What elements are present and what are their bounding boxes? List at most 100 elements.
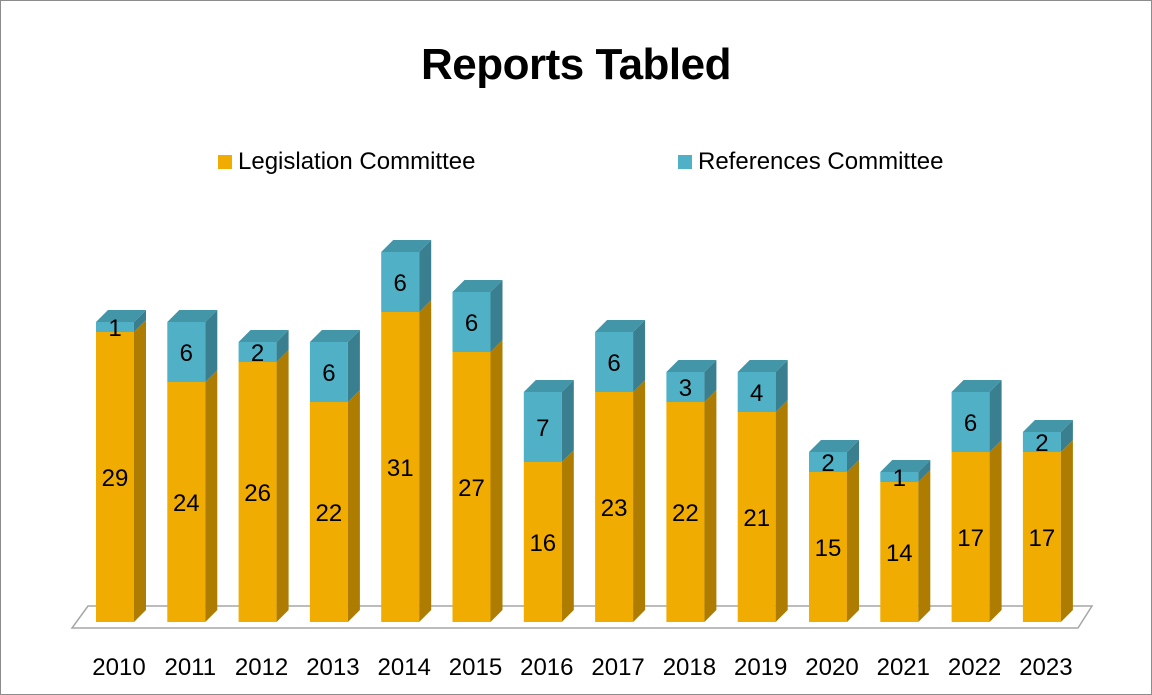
x-tick-label-2013: 2013 [306,654,359,681]
bar-2012-legislation-side [276,350,289,622]
data-label-2011-legislation: 24 [173,490,200,517]
bar-2015-legislation-side [490,340,503,622]
data-label-2017-references: 6 [607,350,620,377]
x-tick-label-2023: 2023 [1019,654,1072,681]
bar-2010-references [96,322,134,332]
bar-2018-references [666,372,705,402]
bar-2018-legislation-side [704,390,717,622]
x-tick-label-2019: 2019 [734,654,787,681]
bar-2021-references [880,472,919,482]
bar-2015-references-side [490,280,503,352]
data-label-2018-references: 3 [679,375,692,402]
bar-2016-legislation-side [561,450,574,622]
bar-2019-references-top [737,360,788,372]
bar-2013-references [309,342,348,402]
data-label-2012-references: 2 [251,340,264,367]
bar-2020-references-side [847,440,859,472]
bar-2020-references [809,452,847,472]
bar-2022-legislation [951,452,990,622]
chart-floor [70,605,1094,629]
chart-title: Reports Tabled [420,40,732,89]
x-tick-label-2012: 2012 [235,654,288,681]
bar-2017-references [595,332,634,392]
bar-2012-references-side [276,330,289,362]
x-tick-label-2018: 2018 [663,654,716,681]
data-label-2013-references: 6 [322,360,335,387]
x-tick-label-2020: 2020 [805,654,858,681]
data-label-2021-legislation: 14 [886,540,913,567]
data-label-2018-legislation: 22 [672,500,699,527]
data-label-2023-references: 2 [1035,430,1048,457]
data-label-2020-references: 2 [821,450,834,477]
bar-2019-references-side [775,360,788,412]
x-tick-label-2011: 2011 [164,654,216,681]
data-label-2019-legislation: 21 [743,505,770,532]
data-label-2021-references: 1 [893,465,906,492]
x-tick-label-2021: 2021 [877,654,930,681]
bar-2020-legislation-side [847,460,859,622]
bar-2020-legislation [809,472,847,622]
x-tick-label-2016: 2016 [520,654,573,681]
data-label-2013-legislation: 22 [316,500,343,527]
bar-2014-references-side [419,240,432,312]
data-label-2017-legislation: 23 [601,495,628,522]
bar-2016-legislation [523,462,562,622]
bar-2011-references [167,322,206,382]
bar-2014-legislation [381,312,420,622]
bar-2017-legislation-side [633,380,646,622]
data-label-2020-legislation: 15 [815,535,842,562]
bar-2012-references-top [238,330,289,342]
data-label-2019-references: 4 [750,380,763,407]
bar-2022-references-top [951,380,1002,392]
bar-2023-references-top [1022,420,1073,432]
data-label-2023-legislation: 17 [1029,525,1056,552]
bar-2017-references-top [595,320,646,332]
bar-2015-legislation [452,352,491,622]
legend-item-references[interactable]: References Committee [678,148,943,176]
bar-2014-references-top [381,240,432,252]
data-label-2014-legislation: 31 [387,455,414,482]
bar-2022-legislation-side [989,440,1002,622]
bar-2015-references [452,292,491,352]
bar-2016-references [523,392,562,462]
bar-2017-legislation [595,392,634,622]
bar-2010-references-side [134,310,146,332]
legend-swatch-references [678,155,692,169]
legend: Legislation Committee References Committ… [0,148,1152,180]
bar-2011-legislation-side [205,370,218,622]
bar-2019-legislation [737,412,776,622]
bar-2011-references-top [167,310,218,322]
legend-item-legislation[interactable]: Legislation Committee [218,148,475,176]
x-tick-label-2015: 2015 [449,654,502,681]
bar-2013-references-side [347,330,360,402]
legend-label-references: References Committee [698,148,944,175]
data-label-2014-references: 6 [394,270,407,297]
bar-2014-references [381,252,420,312]
data-label-2022-legislation: 17 [957,525,984,552]
x-tick-label-2022: 2022 [948,654,1001,681]
data-label-2016-references: 7 [536,415,549,442]
bar-2019-legislation-side [775,400,788,622]
bar-2021-references-side [918,460,931,482]
bar-2018-references-side [704,360,717,402]
bar-2021-legislation [880,482,919,622]
bar-2012-legislation [238,362,277,622]
bar-2013-references-top [309,330,360,342]
data-label-2010-references: 1 [108,315,121,342]
bar-2021-references-top [880,460,931,472]
bar-2022-references-side [989,380,1002,452]
bar-2021-legislation-side [918,470,931,622]
bar-2010-legislation-side [134,320,146,622]
bar-2010-references-top [96,310,146,322]
bar-2016-references-side [561,380,574,462]
data-label-2015-references: 6 [465,310,478,337]
data-label-2022-references: 6 [964,410,977,437]
legend-label-legislation: Legislation Committee [238,148,476,175]
data-label-2012-legislation: 26 [244,480,271,507]
data-label-2011-references: 6 [180,340,193,367]
bar-2013-legislation [309,402,348,622]
x-tick-label-2017: 2017 [591,654,644,681]
x-tick-label-2014: 2014 [378,654,431,681]
bar-2023-references [1022,432,1061,452]
